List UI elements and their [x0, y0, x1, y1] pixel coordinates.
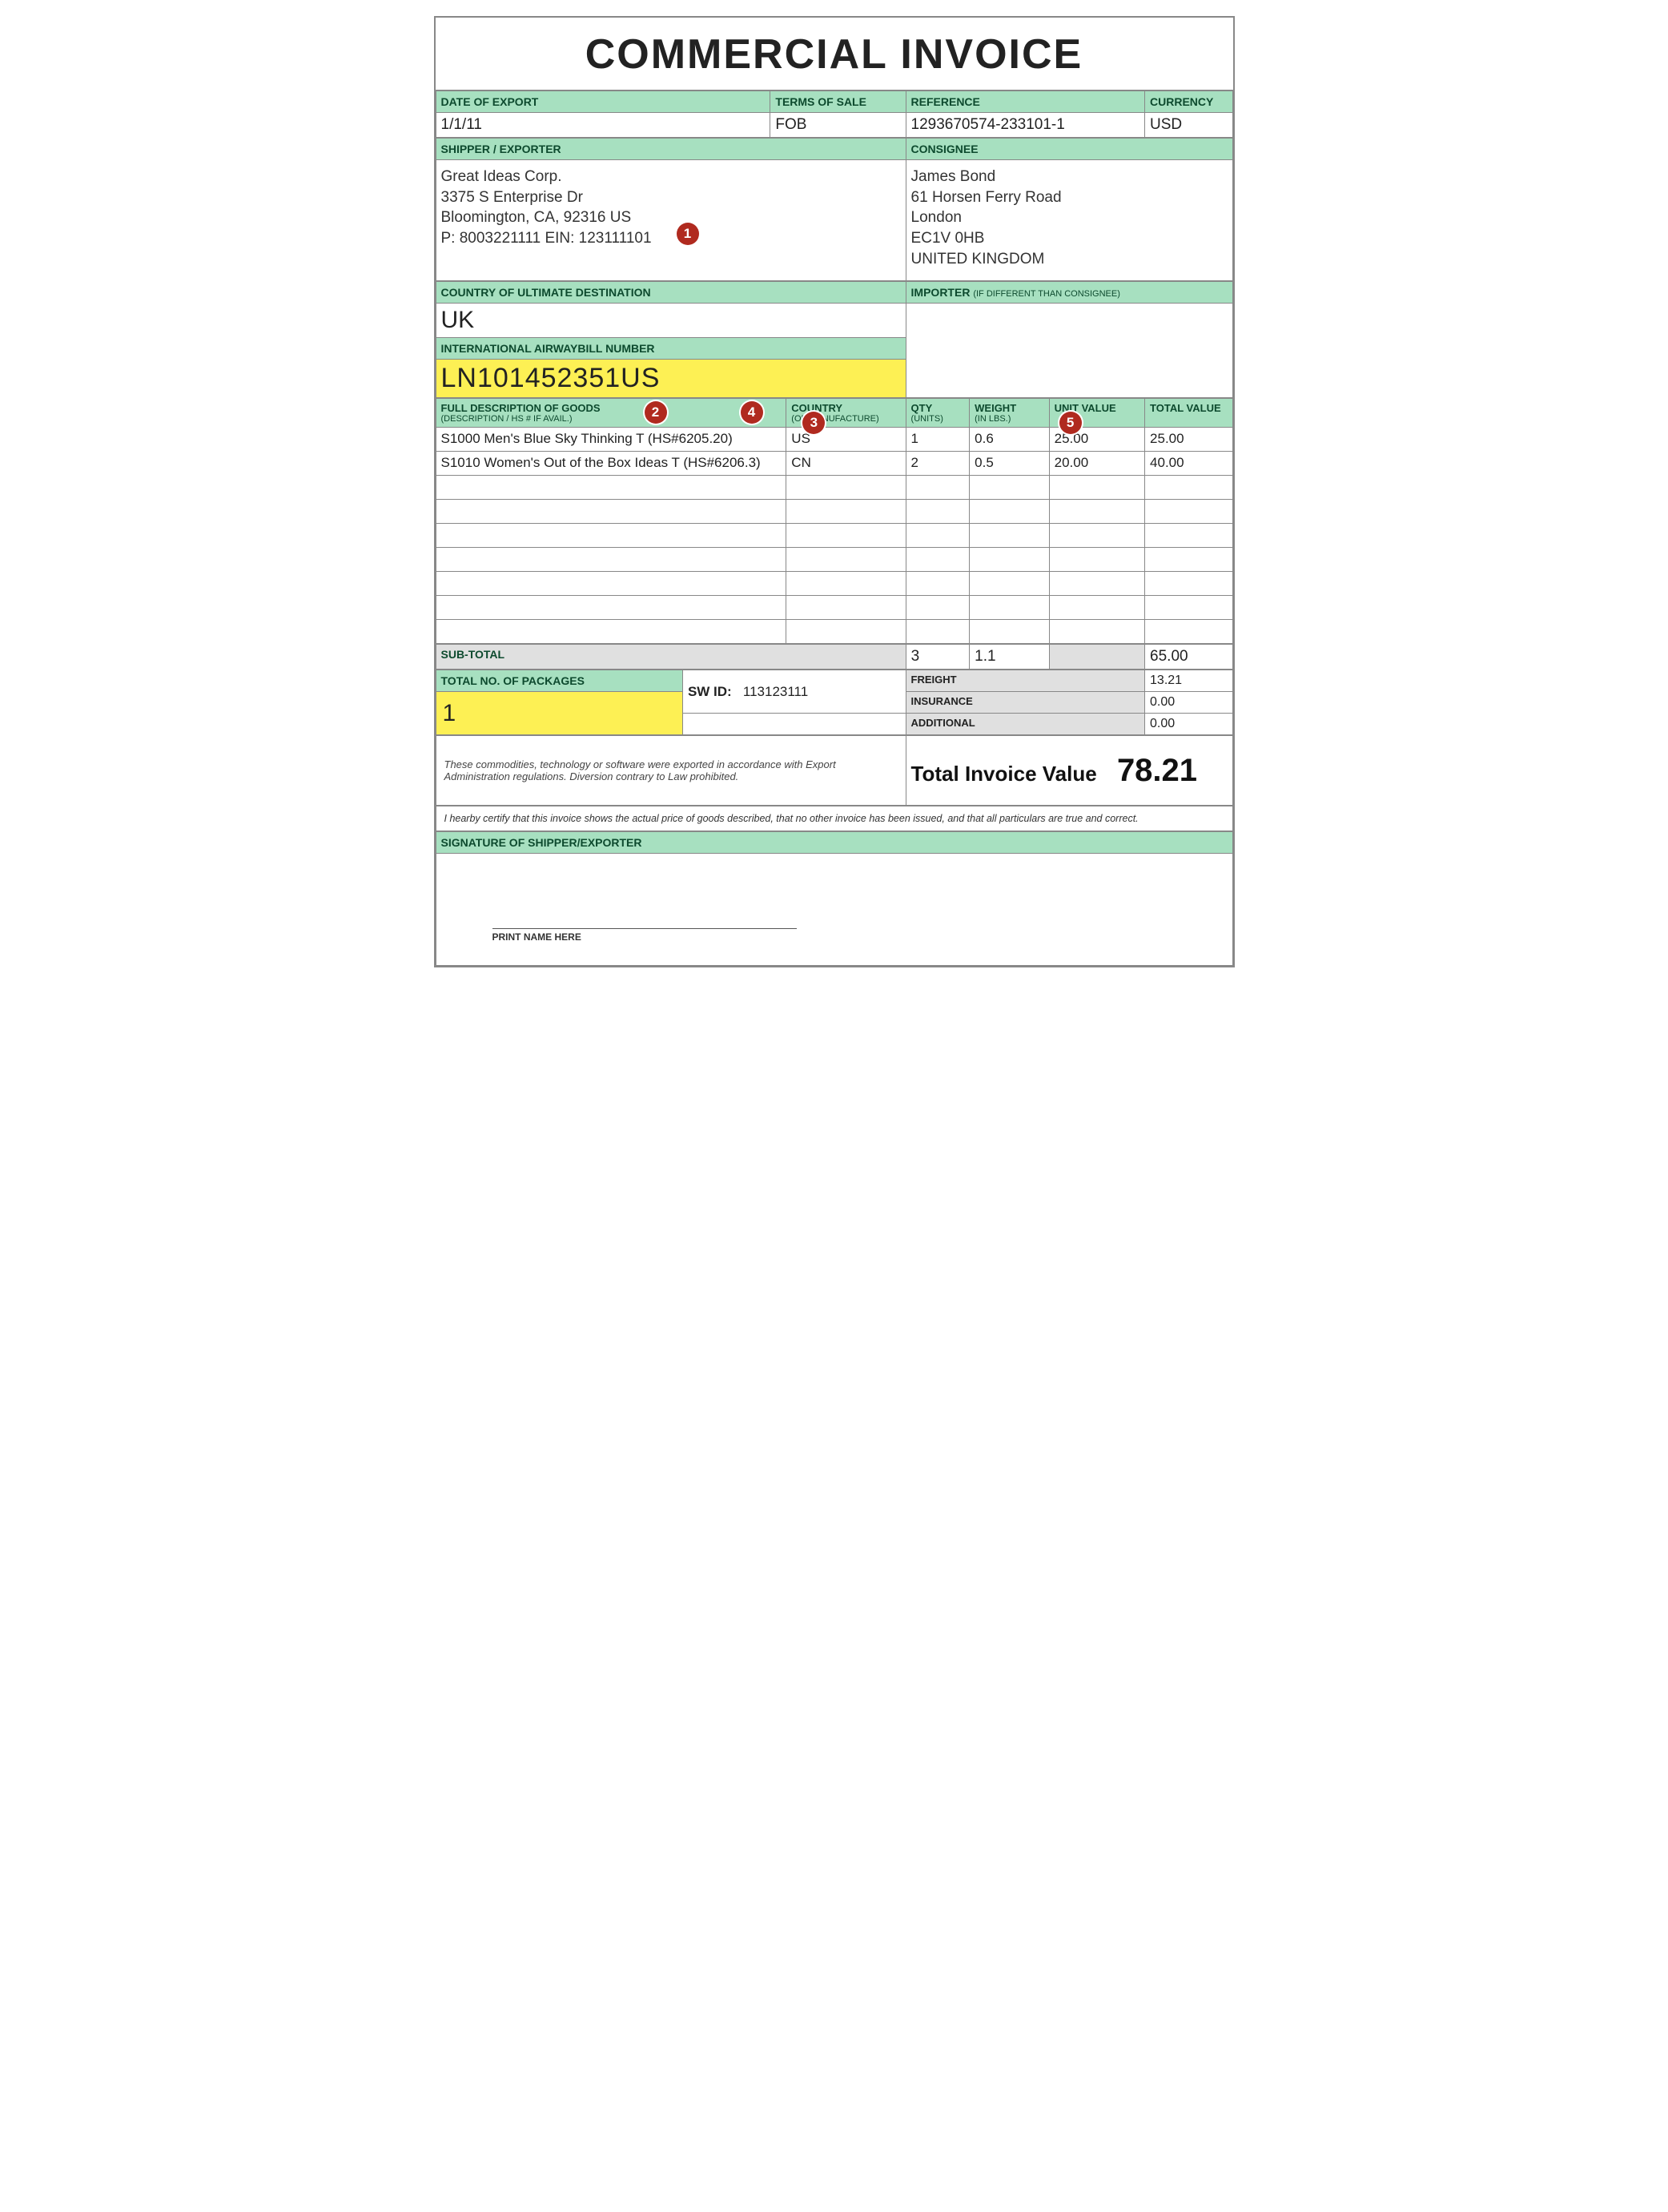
- item-total: 40.00: [1145, 452, 1232, 476]
- consignee-line-1: 61 Horsen Ferry Road: [911, 189, 1062, 206]
- total-label: Total Invoice Value: [911, 762, 1097, 786]
- item-row-empty: [436, 548, 1232, 572]
- item-desc: S1010 Women's Out of the Box Ideas T (HS…: [436, 452, 786, 476]
- item-row-empty: [436, 476, 1232, 500]
- item-total: 25.00: [1145, 428, 1232, 452]
- subtotal-weight: 1.1: [970, 645, 1050, 670]
- freight-value: 13.21: [1145, 670, 1232, 692]
- total-header: TOTAL VALUE: [1145, 399, 1232, 428]
- dest-value: UK: [436, 304, 906, 338]
- subtotal-blank: [1049, 645, 1144, 670]
- consignee-address: James Bond 61 Horsen Ferry Road London E…: [906, 160, 1232, 281]
- items-table: FULL DESCRIPTION OF GOODS (DESCRIPTION /…: [436, 398, 1233, 644]
- annotation-badge-4: 4: [741, 401, 763, 424]
- meta-table: DATE OF EXPORT TERMS OF SALE REFERENCE C…: [436, 90, 1233, 138]
- currency-label: CURRENCY: [1145, 91, 1232, 113]
- consignee-line-0: James Bond: [911, 168, 996, 185]
- terms-sale-value: FOB: [770, 113, 906, 138]
- subtotal-table: SUB-TOTAL 3 1.1 65.00: [436, 644, 1233, 670]
- item-row: S1000 Men's Blue Sky Thinking T (HS#6205…: [436, 428, 1232, 452]
- reference-value: 1293670574-233101-1: [906, 113, 1145, 138]
- desc-header: FULL DESCRIPTION OF GOODS (DESCRIPTION /…: [436, 399, 786, 428]
- qty-header: QTY (UNITS): [906, 399, 970, 428]
- shipper-line-1: 3375 S Enterprise Dr: [441, 189, 583, 206]
- insurance-value: 0.00: [1145, 692, 1232, 714]
- importer-label: IMPORTER (IF DIFFERENT THAN CONSIGNEE): [906, 282, 1232, 304]
- consignee-line-2: London: [911, 209, 962, 226]
- item-row: S1010 Women's Out of the Box Ideas T (HS…: [436, 452, 1232, 476]
- print-name-line: PRINT NAME HERE: [492, 928, 797, 943]
- item-desc: S1000 Men's Blue Sky Thinking T (HS#6205…: [436, 428, 786, 452]
- item-row-empty: [436, 524, 1232, 548]
- annotation-badge-5: 5: [1059, 412, 1082, 434]
- disclaimer-total-table: These commodities, technology or softwar…: [436, 735, 1233, 806]
- cert-text: I hearby certify that this invoice shows…: [436, 806, 1232, 831]
- shipper-address: Great Ideas Corp. 3375 S Enterprise Dr B…: [436, 160, 906, 281]
- awb-label: INTERNATIONAL AIRWAYBILL NUMBER: [436, 338, 906, 360]
- signature-label: SIGNATURE OF SHIPPER/EXPORTER: [436, 832, 1232, 854]
- packages-value: 1: [436, 692, 682, 735]
- item-country: CN: [786, 452, 906, 476]
- importer-value: [906, 304, 1232, 398]
- date-export-label: DATE OF EXPORT: [436, 91, 770, 113]
- weight-header: WEIGHT (IN LBS.): [970, 399, 1050, 428]
- swid-cell: SW ID: 113123111: [682, 670, 906, 714]
- shipper-line-2: Bloomington, CA, 92316 US: [441, 209, 632, 226]
- dest-awb-table: COUNTRY OF ULTIMATE DESTINATION IMPORTER…: [436, 281, 1233, 398]
- item-qty: 2: [906, 452, 970, 476]
- unit-header: UNIT VALUE 5: [1049, 399, 1144, 428]
- total-value: 78.21: [1117, 753, 1197, 788]
- cert-table: I hearby certify that this invoice shows…: [436, 806, 1233, 831]
- subtotal-label: SUB-TOTAL: [436, 645, 906, 670]
- date-export-value: 1/1/11: [436, 113, 770, 138]
- item-unit: 20.00: [1049, 452, 1144, 476]
- shipper-line-0: Great Ideas Corp.: [441, 168, 562, 185]
- item-weight: 0.5: [970, 452, 1050, 476]
- shipper-line-3: P: 8003221111 EIN: 123111101: [441, 230, 652, 247]
- item-weight: 0.6: [970, 428, 1050, 452]
- packages-label: TOTAL NO. OF PACKAGES: [436, 670, 682, 692]
- item-row-empty: [436, 596, 1232, 620]
- country-header: COUNTRY (OF MANUFACTURE) 3: [786, 399, 906, 428]
- consignee-line-4: UNITED KINGDOM: [911, 251, 1045, 267]
- signature-area: PRINT NAME HERE: [436, 854, 1232, 966]
- shipper-label: SHIPPER / EXPORTER: [436, 139, 906, 160]
- subtotal-total: 65.00: [1145, 645, 1232, 670]
- consignee-label: CONSIGNEE: [906, 139, 1232, 160]
- swid-blank: [682, 714, 906, 735]
- item-row-empty: [436, 572, 1232, 596]
- item-country: US: [786, 428, 906, 452]
- additional-label: ADDITIONAL: [906, 714, 1145, 735]
- additional-value: 0.00: [1145, 714, 1232, 735]
- disclaimer-text: These commodities, technology or softwar…: [436, 736, 906, 806]
- consignee-line-3: EC1V 0HB: [911, 230, 985, 247]
- annotation-badge-1: 1: [677, 223, 699, 245]
- dest-label: COUNTRY OF ULTIMATE DESTINATION: [436, 282, 906, 304]
- document-title: COMMERCIAL INVOICE: [436, 18, 1233, 90]
- commercial-invoice: COMMERCIAL INVOICE DATE OF EXPORT TERMS …: [434, 16, 1235, 967]
- terms-sale-label: TERMS OF SALE: [770, 91, 906, 113]
- annotation-badge-2: 2: [645, 401, 667, 424]
- parties-table: SHIPPER / EXPORTER CONSIGNEE Great Ideas…: [436, 138, 1233, 281]
- total-invoice-box: Total Invoice Value 78.21: [906, 736, 1232, 806]
- subtotal-qty: 3: [906, 645, 970, 670]
- currency-value: USD: [1145, 113, 1232, 138]
- insurance-label: INSURANCE: [906, 692, 1145, 714]
- item-row-empty: [436, 620, 1232, 644]
- packages-charges-table: TOTAL NO. OF PACKAGES SW ID: 113123111 F…: [436, 670, 1233, 735]
- awb-value: LN101452351US: [436, 360, 906, 398]
- item-row-empty: [436, 500, 1232, 524]
- freight-label: FREIGHT: [906, 670, 1145, 692]
- items-header-row: FULL DESCRIPTION OF GOODS (DESCRIPTION /…: [436, 399, 1232, 428]
- signature-table: SIGNATURE OF SHIPPER/EXPORTER PRINT NAME…: [436, 831, 1233, 966]
- reference-label: REFERENCE: [906, 91, 1145, 113]
- item-qty: 1: [906, 428, 970, 452]
